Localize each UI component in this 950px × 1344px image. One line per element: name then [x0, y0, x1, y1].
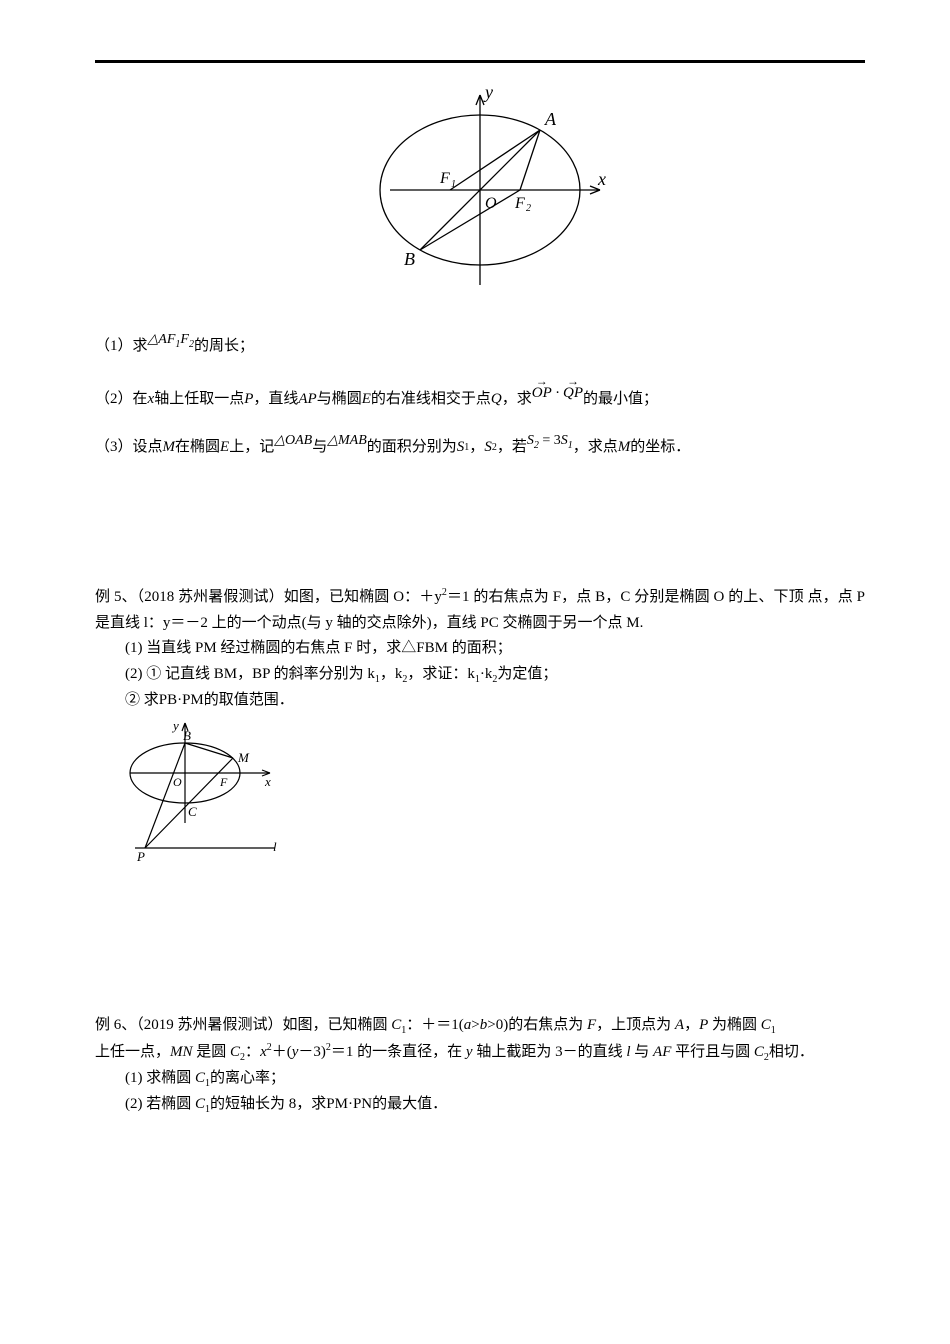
q2-OP-vec: →OP [532, 377, 552, 410]
svg-text:B: B [183, 728, 191, 743]
svg-text:y: y [171, 718, 179, 733]
q3-tri1: △ [274, 433, 285, 448]
q3-m6: ，求点 [573, 431, 618, 464]
q3-tri2: △ [327, 433, 338, 448]
q3-m2: 上，记 [229, 431, 274, 464]
question-1: （1）求 △AF1F2 的周长； [95, 330, 865, 363]
q3-m4: 的面积分别为 [367, 431, 457, 464]
top-border-line [95, 60, 865, 63]
svg-text:C: C [188, 804, 197, 819]
svg-text:B: B [404, 249, 415, 269]
q3-eqs1: 1 [568, 440, 573, 451]
q1-suffix: 的周长； [194, 330, 254, 363]
q3-S1: S [457, 431, 465, 464]
svg-text:O: O [485, 195, 497, 212]
q3-OAB: OAB [285, 433, 312, 448]
q3-MAB: MAB [338, 433, 367, 448]
ex5-l1a: 例 5、（2018 苏州暑假测试）如图，已知椭圆 O：＋y [95, 589, 442, 605]
figure-1-container: y x A B O F 1 F 2 [95, 80, 865, 300]
q3-eqeq: = 3 [539, 433, 561, 448]
svg-text:x: x [264, 774, 271, 789]
figure-2-svg: y x B O F M C P l [125, 718, 295, 868]
q3-M2: M [618, 431, 631, 464]
q2-AP: AP [298, 383, 316, 416]
q2-m1: 轴上任取一点 [154, 383, 244, 416]
svg-text:F: F [439, 170, 450, 187]
svg-text:F: F [514, 195, 525, 212]
q3-m1: 在椭圆 [175, 431, 220, 464]
q3-suffix: 的坐标． [630, 431, 690, 464]
q2-dot: · [556, 385, 560, 401]
svg-text:O: O [173, 775, 182, 789]
q1-F: F [180, 332, 189, 347]
q2-x: x [148, 383, 155, 416]
q2-m3: 与椭圆 [317, 383, 362, 416]
svg-text:P: P [136, 849, 145, 864]
q3-m3: 与 [312, 431, 327, 464]
gap-1 [95, 464, 865, 584]
svg-text:F: F [219, 775, 228, 789]
svg-text:1: 1 [451, 179, 456, 190]
q1-triangle: △ [148, 332, 159, 347]
q1-AF: AF [158, 332, 175, 347]
ex6-q2: (2) 若椭圆 C1的短轴长为 8，求PM·PN的最大值． [95, 1092, 865, 1118]
figure-1-svg: y x A B O F 1 F 2 [350, 80, 610, 300]
ex5-q2: (2) ① 记直线 BM，BP 的斜率分别为 k1，k2，求证：k1·k2为定值… [95, 662, 865, 688]
gap-2 [95, 873, 865, 1013]
q3-E: E [220, 431, 229, 464]
q2-Q: Q [491, 383, 502, 416]
q1-prefix: （1）求 [95, 330, 148, 363]
q3-m5: ，若 [497, 431, 527, 464]
example-6: 例 6、（2019 苏州暑假测试）如图，已知椭圆 C1：＋＝1(a>b>0)的右… [95, 1013, 865, 1066]
example-5: 例 5、（2018 苏州暑假测试）如图，已知椭圆 O：＋y2＝1 的右焦点为 F… [95, 584, 865, 636]
svg-text:2: 2 [526, 203, 531, 214]
q3-S2: S [484, 431, 492, 464]
q3-prefix: （3）设点 [95, 431, 163, 464]
svg-text:x: x [597, 169, 606, 189]
question-3: （3）设点 M 在椭圆 E 上，记 △OAB 与 △MAB 的面积分别为 S1 … [95, 431, 865, 464]
ex5-l1b: ＝1 的右焦点为 F，点 B，C 分别是椭圆 O 的上、下顶 [447, 589, 804, 605]
q3-eqS1: S [561, 433, 568, 448]
svg-text:M: M [237, 750, 250, 765]
ex6-q1: (1) 求椭圆 C1的离心率； [95, 1066, 865, 1092]
figure-2-container: y x B O F M C P l [125, 718, 865, 873]
question-2: （2）在 x 轴上任取一点 P ，直线 AP 与椭圆 E 的右准线相交于点 Q … [95, 383, 865, 416]
svg-text:l: l [273, 839, 277, 854]
ex5-q3: ② 求PB·PM的取值范围． [95, 688, 865, 714]
q1-sub2: 2 [189, 339, 194, 350]
q2-prefix: （2）在 [95, 383, 148, 416]
q2-suffix: 的最小值； [583, 383, 658, 416]
svg-text:A: A [544, 109, 557, 129]
q3-c1: ， [469, 431, 484, 464]
ex5-q1: (1) 当直线 PM 经过椭圆的右焦点 F 时，求△FBM 的面积； [95, 636, 865, 662]
q2-QP-vec: →QP [563, 377, 583, 410]
q3-M: M [163, 431, 176, 464]
q2-P: P [244, 383, 253, 416]
q2-E: E [362, 383, 371, 416]
q2-m4: 的右准线相交于点 [371, 383, 491, 416]
q2-m2: ，直线 [253, 383, 298, 416]
q3-eqS2: S [527, 433, 534, 448]
svg-text:y: y [483, 82, 493, 102]
q2-m5: ，求 [502, 383, 532, 416]
